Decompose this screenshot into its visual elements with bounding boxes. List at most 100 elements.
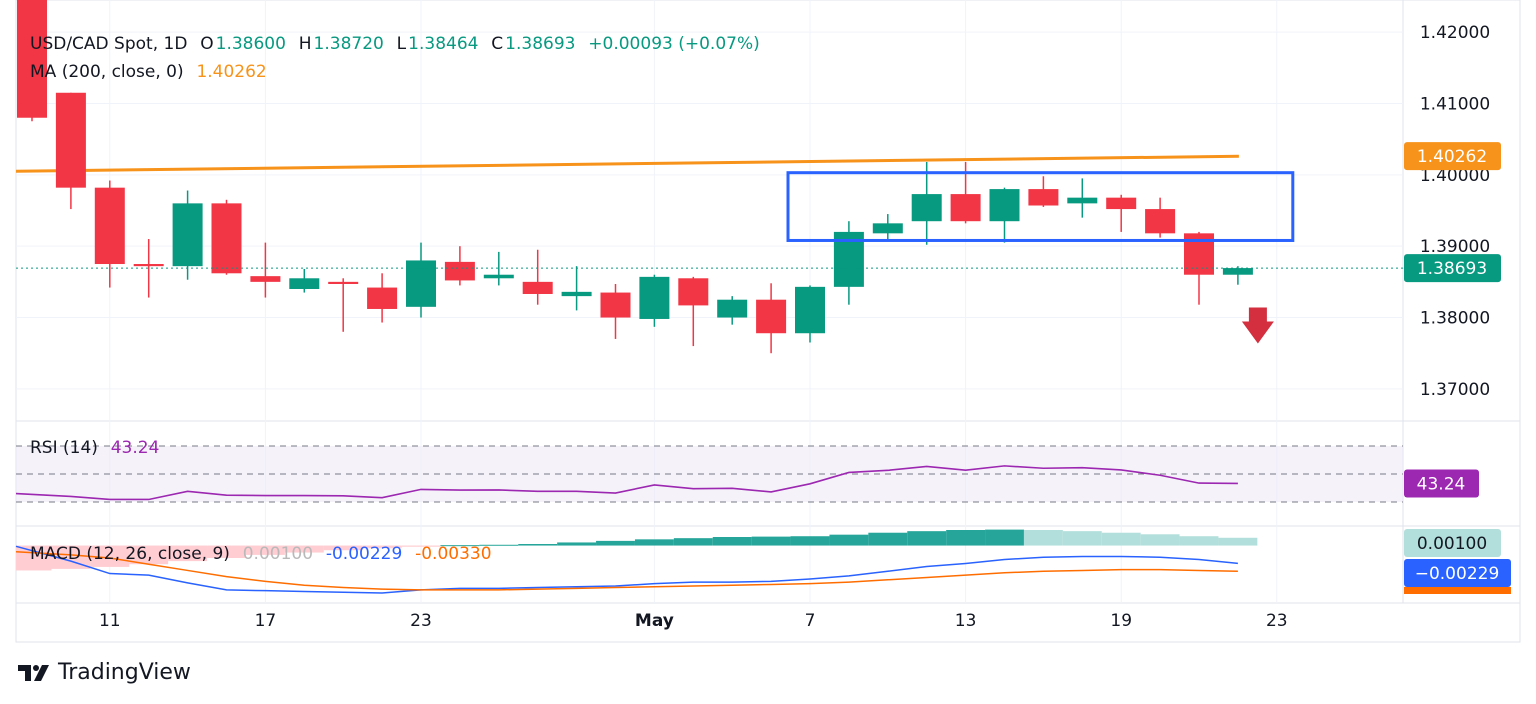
- macd-legend: MACD (12, 26, close, 9) 0.00100 -0.00229…: [30, 544, 494, 564]
- candle-body: [94, 187, 125, 265]
- price-tick-label: 1.42000: [1420, 23, 1490, 43]
- macd-hist-bar: [401, 545, 441, 547]
- candle-body: [1145, 209, 1176, 234]
- candle-body: [989, 189, 1020, 222]
- macd-hist-bar: [712, 537, 752, 546]
- price-tick-label: 1.40000: [1420, 166, 1490, 186]
- rsi-legend: RSI (14) 43.24: [30, 438, 161, 458]
- ma200-line: [15, 154, 1239, 173]
- time-tick-label: 23: [1266, 611, 1288, 631]
- low-value: 1.38464: [408, 34, 479, 54]
- price-tick-label: 1.39000: [1420, 237, 1490, 257]
- macd-hist-bar: [90, 545, 130, 567]
- macd-hist-bar: [1062, 531, 1102, 546]
- rsi-line: [15, 465, 1238, 501]
- brand-name: TradingView: [58, 660, 191, 685]
- candle-body: [1028, 189, 1059, 206]
- macd-line: [15, 545, 1238, 594]
- candle-body: [678, 278, 709, 306]
- time-tick-label: 19: [1110, 611, 1132, 631]
- macd-line-badge-bg: [1404, 559, 1511, 587]
- candle-body: [1067, 197, 1098, 204]
- macd-signal-badge: [1404, 587, 1511, 594]
- macd-hist-bar: [479, 544, 519, 546]
- macd-hist-bar: [1023, 530, 1063, 546]
- close-key: C: [491, 34, 504, 54]
- time-tick-label: 23: [410, 611, 432, 631]
- time-tick-label: 17: [255, 611, 277, 631]
- rsi-badge: 43.24: [1417, 474, 1466, 494]
- axis-labels: 1.42000 1.41000 1.40000 1.39000 1.38000 1.370…: [99, 23, 1511, 631]
- ma-legend: MA (200, close, 0) 1.40262: [30, 62, 269, 82]
- macd-hist-bar: [829, 534, 869, 546]
- time-tick-label: 11: [99, 611, 121, 631]
- candle-body: [367, 287, 398, 309]
- candle-body: [406, 260, 436, 307]
- macd-line-badge: −0.00229: [1415, 564, 1500, 584]
- candle-body: [717, 299, 748, 318]
- macd-hist-badge-bg: [1404, 529, 1501, 557]
- price-tick-label: 1.37000: [1420, 380, 1490, 400]
- close-price-badge-bg: [1404, 254, 1501, 283]
- macd-hist-bar: [868, 532, 908, 546]
- ma-price-badge: 1.40262: [1417, 147, 1487, 167]
- high-value: 1.38720: [313, 34, 384, 54]
- candle-body: [1222, 268, 1253, 275]
- candle-body: [561, 291, 592, 297]
- open-key: O: [200, 34, 214, 54]
- macd-hist-bar: [673, 538, 713, 546]
- macd-hist-bar: [323, 545, 363, 551]
- macd-hist-bar: [129, 545, 169, 565]
- macd-hist-bar: [362, 545, 402, 549]
- rsi-band: [16, 445, 1403, 503]
- macd-hist-bar: [751, 536, 791, 546]
- candle-body: [522, 281, 553, 294]
- candle-body: [211, 203, 242, 274]
- macd-hist-bar: [596, 540, 635, 546]
- macd-hist-bar: [440, 545, 480, 547]
- tradingview-brand[interactable]: TradingView: [18, 660, 191, 685]
- candle-body: [483, 274, 514, 279]
- time-tick-label: 7: [805, 611, 816, 631]
- rsi-badge-bg: [1404, 469, 1479, 498]
- candle-body: [872, 223, 903, 234]
- time-tick-label: 13: [955, 611, 977, 631]
- close-value: 1.38693: [505, 34, 576, 54]
- rsi-label: RSI (14): [30, 438, 98, 458]
- candle-body: [289, 278, 320, 289]
- macd-hist-bar: [284, 545, 324, 553]
- macd-label: MACD (12, 26, close, 9): [30, 544, 230, 564]
- macd-hist-bar: [1140, 534, 1180, 546]
- rsi-series: [15, 465, 1238, 501]
- macd-hist-bar: [168, 545, 208, 562]
- rsi-value: 43.24: [110, 438, 160, 458]
- open-value: 1.38600: [215, 34, 286, 54]
- macd-hist-value: 0.00100: [242, 544, 314, 564]
- macd-hist-bar: [1218, 537, 1258, 546]
- ma-label: MA (200, close, 0): [30, 62, 184, 82]
- macd-hist-bar: [518, 544, 558, 546]
- candle-body: [444, 261, 475, 281]
- price-tick-label: 1.38000: [1420, 309, 1490, 329]
- macd-hist-bar: [207, 545, 246, 558]
- candle-body: [756, 299, 787, 334]
- macd-hist-bar: [1101, 532, 1141, 546]
- close-price-badge: 1.38693: [1417, 259, 1487, 279]
- macd-hist-bar: [51, 545, 91, 569]
- symbol-label: USD/CAD Spot, 1D: [30, 34, 188, 54]
- annotations: [16, 171, 1403, 344]
- ma-price-badge-bg: [1404, 142, 1501, 171]
- candle-body: [795, 286, 825, 334]
- low-key: L: [396, 34, 407, 54]
- candle-body: [17, 0, 47, 118]
- macd-hist-bar: [907, 531, 947, 546]
- macd-signal-line: [15, 551, 1238, 591]
- candle-body: [172, 203, 203, 267]
- candle-body: [1106, 197, 1137, 210]
- candle-body: [55, 92, 86, 188]
- price-tick-label: 1.41000: [1420, 94, 1490, 114]
- candle-body: [911, 194, 942, 222]
- macd-hist-bar: [946, 530, 986, 546]
